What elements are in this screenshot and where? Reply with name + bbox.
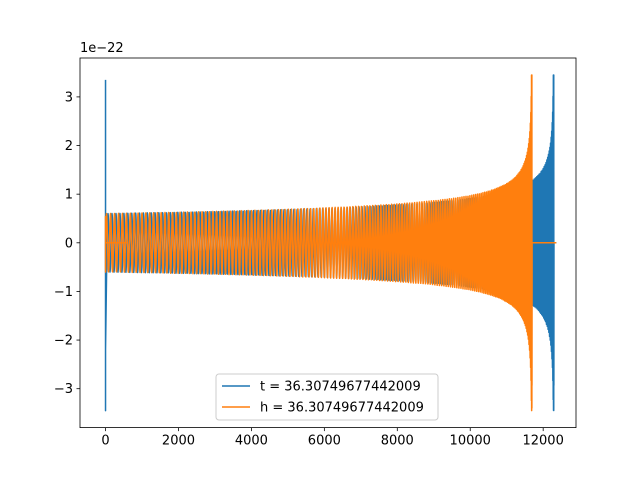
- x-tick-label: 2000: [162, 434, 195, 449]
- x-tick-label: 12000: [522, 434, 563, 449]
- y-tick-label: −3: [54, 382, 73, 397]
- y-tick-label: −2: [54, 334, 73, 349]
- x-tick-label: 4000: [235, 434, 268, 449]
- y-tick-label: 2: [65, 139, 73, 154]
- x-axis: 0 2000 4000 6000 8000 10000 12000: [101, 427, 564, 449]
- y-tick-label: 3: [65, 90, 73, 105]
- y-tick-label: 1: [65, 188, 73, 203]
- y-tick-label: −1: [54, 285, 73, 300]
- legend-label-2: h = 36.30749677442009: [260, 401, 424, 416]
- y-tick-label: 0: [65, 236, 73, 251]
- x-tick-label: 8000: [381, 434, 414, 449]
- legend-box: [215, 373, 439, 421]
- series-layer: [104, 74, 557, 412]
- legend-label-1: t = 36.30749677442009: [260, 380, 421, 395]
- x-tick-label: 0: [101, 434, 109, 449]
- y-offset-text: 1e−22: [80, 41, 124, 56]
- series-line-2: [104, 74, 557, 412]
- legend: t = 36.30749677442009 h = 36.307496774420…: [215, 373, 439, 421]
- x-tick-label: 6000: [308, 434, 341, 449]
- y-axis: −3 −2 −1 0 1 2 3: [54, 90, 80, 397]
- x-tick-label: 10000: [450, 434, 491, 449]
